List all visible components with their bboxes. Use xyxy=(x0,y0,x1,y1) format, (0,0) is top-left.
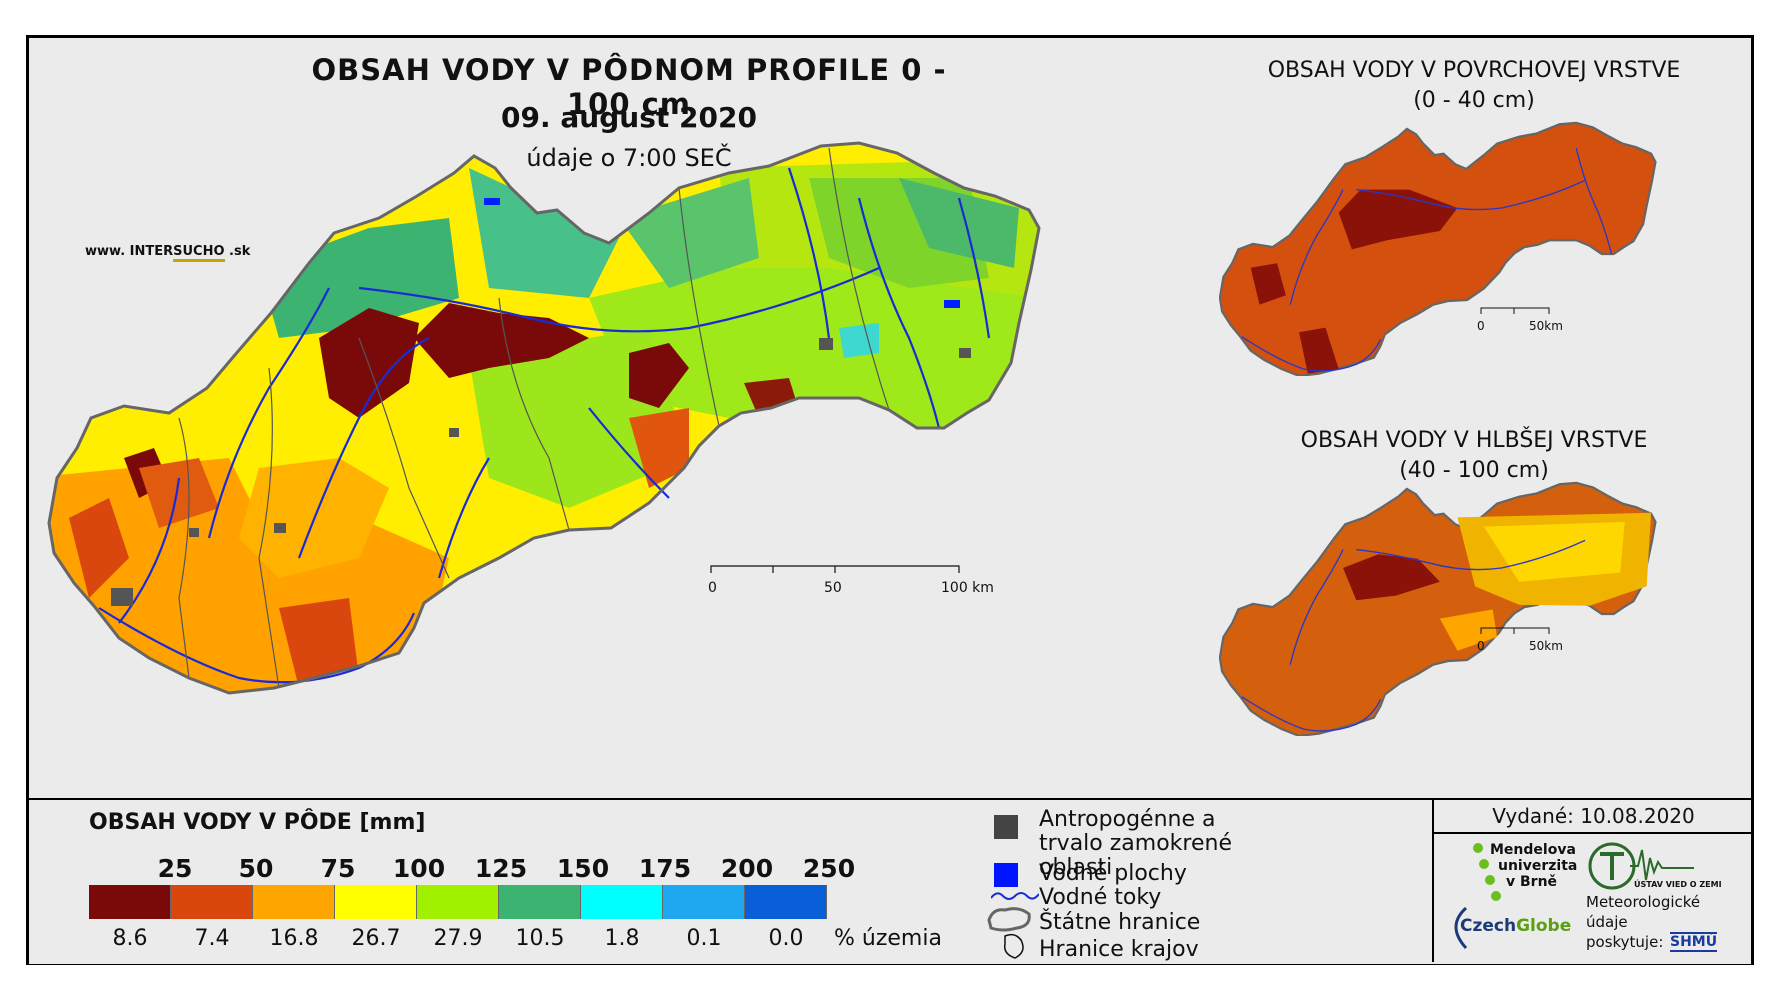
main-scale-50: 50 xyxy=(824,580,842,596)
mendel-line1: Mendelova xyxy=(1490,842,1576,858)
shmu-logo: SHMÚ xyxy=(1670,932,1718,952)
pct-6: 1.8 xyxy=(604,926,640,951)
threshold-75: 75 xyxy=(320,854,356,883)
threshold-200: 200 xyxy=(720,854,774,883)
swatch-8 xyxy=(745,885,827,919)
pct-7: 0.1 xyxy=(686,926,722,951)
legend-region-border: Hranice krajov xyxy=(1039,937,1199,962)
intersucho-link[interactable]: www. INTERSUCHO .sk xyxy=(85,244,251,262)
czechglobe-a: Czech xyxy=(1460,916,1517,936)
main-map-time: údaje o 7:00 SEČ xyxy=(526,144,732,172)
map-frame: OBSAH VODY V PÔDNOM PROFILE 0 - 100 cm 0… xyxy=(26,35,1754,965)
threshold-100: 100 xyxy=(392,854,446,883)
swatch-2 xyxy=(253,885,335,919)
swatch-3 xyxy=(335,885,417,919)
inset-deep-title: OBSAH VODY V HLBŠEJ VRSTVE xyxy=(1300,428,1648,453)
legend-state-border: Štátne hranice xyxy=(1039,910,1201,935)
inset-surface-range: (0 - 40 cm) xyxy=(1413,88,1535,113)
water-body-icon xyxy=(994,863,1018,887)
inset-deep-scale-50: 50km xyxy=(1529,639,1563,653)
legend-panel: OBSAH VODY V PÔDE [mm] 25 50 75 100 125 … xyxy=(29,798,1753,964)
issued-date: Vydané: 10.08.2020 xyxy=(1434,800,1753,834)
swatch-0 xyxy=(89,885,171,919)
legend-water-bodies: Vodné plochy xyxy=(1039,861,1187,886)
ustav-label: ÚSTAV VIED O ZEMI xyxy=(1634,880,1722,889)
map-area: OBSAH VODY V PÔDNOM PROFILE 0 - 100 cm 0… xyxy=(29,38,1751,798)
meteo-credit: Meteorologické údaje poskytuje: xyxy=(1586,892,1700,952)
swatch-4 xyxy=(417,885,499,919)
state-border-icon xyxy=(987,907,1031,932)
czechglobe-arc-icon xyxy=(1454,906,1468,950)
main-scale-0: 0 xyxy=(708,580,717,596)
pct-4: 27.9 xyxy=(433,926,483,951)
meteo-line3: poskytuje: xyxy=(1586,933,1664,951)
threshold-250: 250 xyxy=(802,854,856,883)
threshold-150: 150 xyxy=(556,854,610,883)
main-map-title: OBSAH VODY V PÔDNOM PROFILE 0 - 100 cm xyxy=(311,53,947,121)
threshold-50: 50 xyxy=(238,854,274,883)
pct-8: 0.0 xyxy=(768,926,804,951)
credits-box: Vydané: 10.08.2020 Mendelova univerzita … xyxy=(1432,800,1753,962)
pct-unit: % územia xyxy=(834,926,942,951)
legend-rivers: Vodné toky xyxy=(1039,885,1162,910)
ustav-vied-logo-icon xyxy=(1588,842,1694,890)
pct-1: 7.4 xyxy=(194,926,230,951)
threshold-125: 125 xyxy=(474,854,528,883)
threshold-25: 25 xyxy=(157,854,193,883)
swatch-7 xyxy=(663,885,745,919)
mendel-line2: univerzita xyxy=(1498,858,1578,874)
swatch-6 xyxy=(581,885,663,919)
legend-title: OBSAH VODY V PÔDE [mm] xyxy=(89,810,426,835)
site-suffix: .sk xyxy=(224,244,251,259)
inset-surface-map: 0 50km xyxy=(1219,121,1657,376)
mendel-line3: v Brně xyxy=(1506,874,1558,890)
river-icon xyxy=(991,892,1039,900)
threshold-175: 175 xyxy=(638,854,692,883)
inset-deep-range: (40 - 100 cm) xyxy=(1399,458,1549,483)
main-soil-water-map: 0 50 100 km xyxy=(47,141,1041,695)
pct-5: 10.5 xyxy=(515,926,565,951)
meteo-line2: údaje xyxy=(1586,913,1628,931)
czechglobe-b: Globe xyxy=(1516,916,1572,936)
meteo-line1: Meteorologické xyxy=(1586,893,1701,911)
main-scale-100: 100 km xyxy=(941,580,994,596)
pct-3: 26.7 xyxy=(351,926,401,951)
main-map-date: 09. august 2020 xyxy=(501,101,757,134)
swatch-1 xyxy=(171,885,253,919)
site-brand: SUCHO xyxy=(173,244,225,262)
main-scale-bar xyxy=(710,565,960,573)
inset-deep-map: 0 50km xyxy=(1219,481,1657,736)
inset-surface-scale-0: 0 xyxy=(1477,319,1485,333)
inset-deep-scale-0: 0 xyxy=(1477,639,1485,653)
pct-2: 16.8 xyxy=(269,926,319,951)
site-prefix: www. INTER xyxy=(85,244,174,259)
czechglobe-logo: CzechGlobe xyxy=(1460,916,1571,936)
inset-surface-scale-50: 50km xyxy=(1529,319,1563,333)
mendel-logo-icon xyxy=(1473,843,1501,901)
inset-surface-title: OBSAH VODY V POVRCHOVEJ VRSTVE xyxy=(1267,58,1681,83)
legend-anthropogenic: Antropogénne a trvalo zamokrené oblasti xyxy=(1039,807,1232,880)
swatch-5 xyxy=(499,885,581,919)
pct-0: 8.6 xyxy=(112,926,148,951)
region-border-icon xyxy=(1003,933,1024,959)
anthropogenic-icon xyxy=(994,815,1018,839)
